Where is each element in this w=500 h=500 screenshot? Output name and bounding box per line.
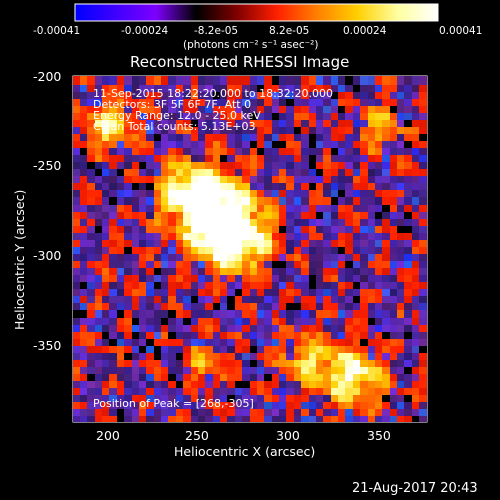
y-tick-label: -350: [33, 338, 62, 353]
info-clean-counts: Clean Total counts: 5.13E+03: [93, 120, 256, 133]
info-time-range: 11-Sep-2015 18:22:20.000 to 18:32:20.000: [93, 87, 333, 100]
info-energy-range: Energy Range: 12.0 - 25.0 keV: [93, 109, 261, 122]
colorbar-tick-label: -0.00041: [33, 25, 81, 37]
info-detectors: Detectors: 3F 5F 6F 7F, Att 0: [93, 98, 252, 111]
colorbar-tick-label: -8.2e-05: [194, 25, 239, 37]
x-axis-label: Heliocentric X (arcsec): [174, 444, 316, 459]
rhessi-image: [73, 76, 427, 422]
x-tick-label: 250: [185, 428, 209, 443]
peak-position-label: Position of Peak = [268,-305]: [93, 397, 254, 410]
image-title: Reconstructed RHESSI Image: [130, 53, 350, 71]
colorbar-tick-label: 0.00024: [343, 25, 387, 37]
colorbar-tick-label: 8.2e-05: [269, 25, 310, 37]
colorbar: [75, 4, 438, 21]
y-tick-label: -300: [33, 248, 62, 263]
colorbar-border: [74, 3, 439, 22]
x-tick-label: 200: [96, 428, 120, 443]
y-tick-label: -250: [33, 158, 62, 173]
colorbar-tick-label: -0.00024: [121, 25, 169, 37]
colorbar-units-label: (photons cm⁻² s⁻¹ asec⁻²): [183, 39, 319, 51]
colorbar-tick-label: 0.00041: [439, 25, 483, 37]
y-tick-label: -200: [33, 69, 62, 84]
timestamp: 21-Aug-2017 20:43: [352, 481, 478, 496]
y-axis-label: Heliocentric Y (arcsec): [12, 189, 27, 330]
x-tick-label: 300: [276, 428, 300, 443]
x-tick-label: 350: [367, 428, 391, 443]
